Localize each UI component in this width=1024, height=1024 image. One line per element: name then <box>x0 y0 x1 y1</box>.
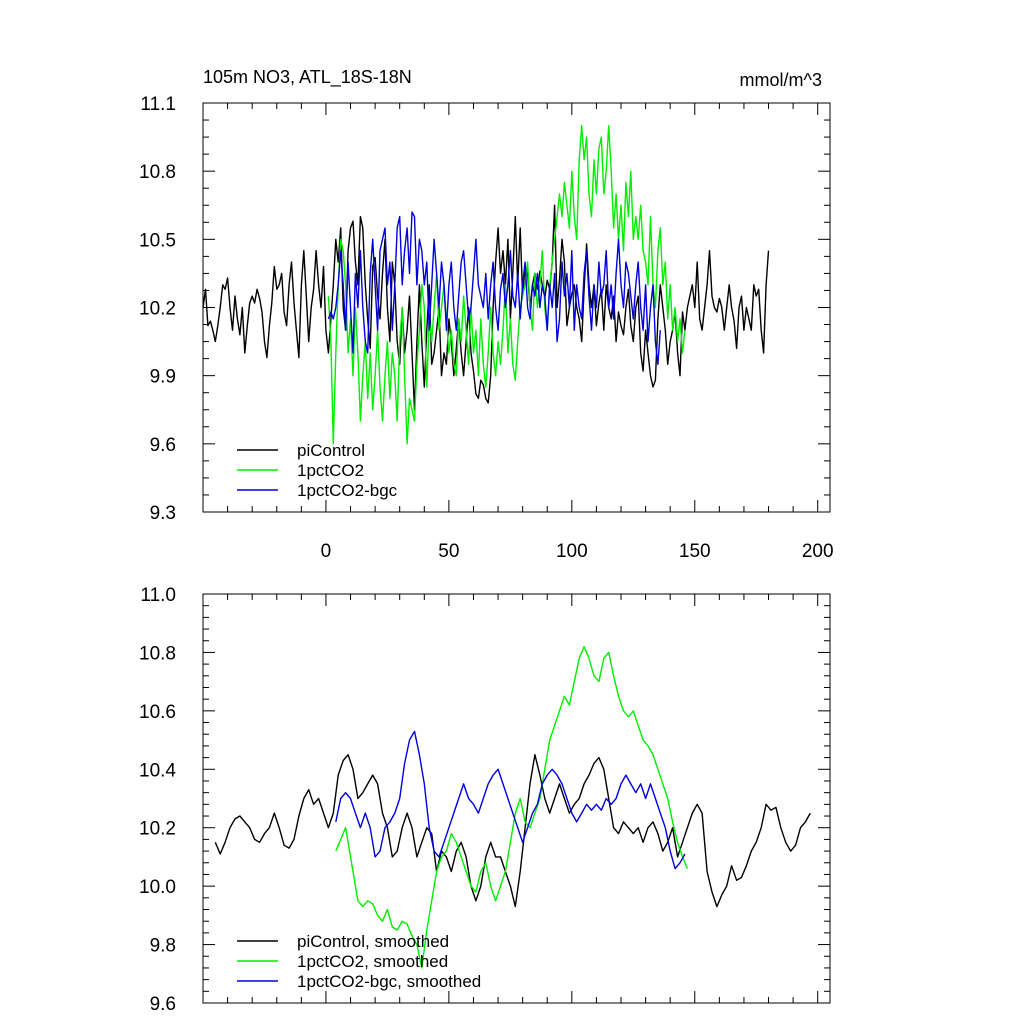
legend-label-1pctco2-smoothed: 1pctCO2, smoothed <box>297 952 448 971</box>
y-tick-label: 9.3 <box>150 503 176 524</box>
x-tick-label: 200 <box>802 541 834 562</box>
series-line-1pctco2 <box>327 125 686 445</box>
y-tick-label: 9.6 <box>150 435 176 456</box>
y-tick-label: 11.0 <box>140 585 176 606</box>
x-tick-label: 150 <box>679 541 711 562</box>
x-tick-label: 100 <box>556 541 588 562</box>
series-line-1pctco2-bgc-smoothed <box>335 730 686 870</box>
series-line-1pctco2-smoothed <box>335 645 689 969</box>
top-series-group <box>202 125 770 445</box>
y-tick-label: 10.5 <box>139 230 176 251</box>
top-panel: 105m NO3, ATL_18S-18N mmol/m^3 0 50 100 150… <box>139 67 834 562</box>
y-tick-label: 10.8 <box>139 643 176 664</box>
x-tick-label: 0 <box>321 541 332 562</box>
series-line-1pctco2-bgc <box>327 211 661 365</box>
legend-label-1pctco2-bgc-smoothed: 1pctCO2-bgc, smoothed <box>297 972 481 991</box>
y-tick-label: 10.0 <box>139 877 176 898</box>
y-tick-label: 10.2 <box>139 819 176 840</box>
bottom-panel: 9.6 9.8 10.0 10.2 10.4 10.6 10.8 11.0 piControl… <box>139 585 831 1015</box>
y-tick-label: 9.9 <box>150 367 176 388</box>
legend-label-picontrol: piControl <box>297 441 365 460</box>
legend-label-picontrol-smoothed: piControl, smoothed <box>297 932 449 951</box>
y-tick-label: 10.6 <box>139 702 176 723</box>
y-tick-label: 9.8 <box>150 936 176 957</box>
x-tick-label: 50 <box>438 541 459 562</box>
y-tick-label: 10.2 <box>139 299 176 320</box>
y-tick-label: 10.4 <box>139 760 176 781</box>
legend-label-1pctco2: 1pctCO2 <box>297 461 364 480</box>
top-axes: 0 50 100 150 200 9.3 9.6 9.9 10.2 10.5 10.8 11.1 <box>139 94 834 562</box>
series-line-picontrol-smoothed <box>214 754 811 908</box>
y-tick-label: 10.8 <box>139 162 176 183</box>
y-tick-label: 11.1 <box>140 94 176 115</box>
bottom-axes: 9.6 9.8 10.0 10.2 10.4 10.6 10.8 11.0 <box>139 585 830 1015</box>
units-label: mmol/m^3 <box>740 70 822 90</box>
y-tick-label: 9.6 <box>150 994 176 1015</box>
bottom-series-group <box>214 645 811 969</box>
chart-title: 105m NO3, ATL_18S-18N <box>203 67 412 88</box>
bottom-plot-frame <box>202 593 831 1004</box>
legend-label-1pctco2-bgc: 1pctCO2-bgc <box>297 481 398 500</box>
